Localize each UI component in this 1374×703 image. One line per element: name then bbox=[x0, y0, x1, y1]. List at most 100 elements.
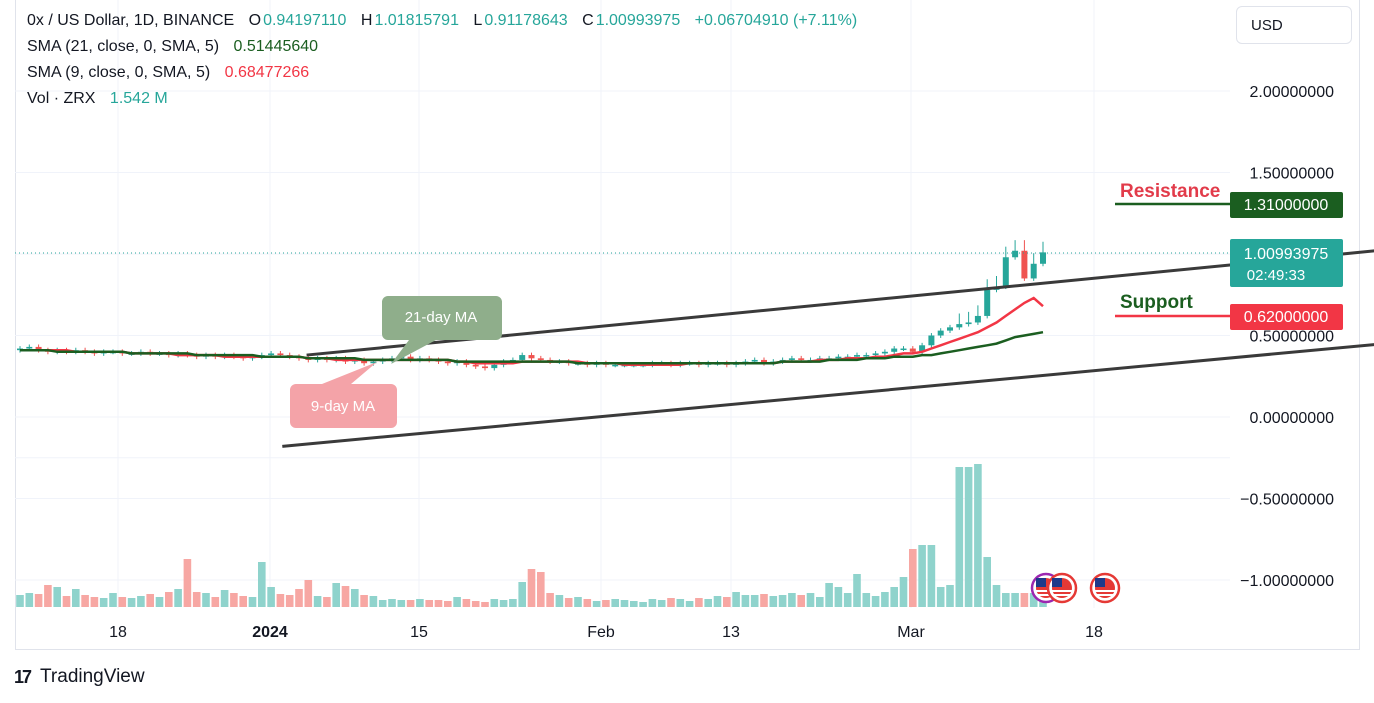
high-value: 1.01815791 bbox=[374, 12, 459, 29]
volume-bar bbox=[509, 599, 517, 607]
volume-bar bbox=[62, 596, 71, 607]
volume-bar bbox=[295, 589, 303, 607]
close-label: C bbox=[582, 12, 594, 29]
candle bbox=[751, 359, 758, 362]
sma21-legend-label: SMA (21, close, 0, SMA, 5) bbox=[27, 38, 220, 55]
volume-bar bbox=[499, 600, 508, 607]
volume-bar bbox=[192, 592, 201, 607]
candle bbox=[268, 353, 275, 356]
volume-bar bbox=[25, 593, 34, 607]
volume-bar bbox=[323, 597, 331, 607]
volume-bar bbox=[750, 595, 759, 607]
volume-bar bbox=[955, 467, 964, 607]
volume-bar bbox=[899, 577, 908, 607]
low-label: L bbox=[473, 12, 483, 29]
candle bbox=[919, 345, 926, 352]
volume-bar bbox=[602, 600, 610, 607]
volume-bar bbox=[285, 595, 294, 607]
x-tick-label: 18 bbox=[1085, 624, 1103, 641]
sma9-legend[interactable]: SMA (9, close, 0, SMA, 5) 0.68477266 bbox=[27, 64, 311, 82]
x-tick-label: 18 bbox=[109, 624, 127, 641]
volume-bar bbox=[313, 596, 322, 607]
volume-bar bbox=[53, 587, 61, 607]
symbol-title[interactable]: 0x / US Dollar, 1D, BINANCE bbox=[27, 12, 235, 29]
ma9-label: 9-day MA bbox=[311, 398, 375, 415]
change-value: +0.06704910 (+7.11%) bbox=[694, 12, 858, 29]
volume-bar bbox=[704, 599, 712, 607]
close-value: 1.00993975 bbox=[595, 12, 681, 29]
volume-bar bbox=[657, 600, 666, 607]
candle bbox=[537, 358, 544, 360]
candle bbox=[872, 353, 879, 356]
volume-bar bbox=[778, 595, 787, 607]
volume-bar bbox=[397, 600, 406, 607]
volume-bar bbox=[109, 593, 117, 607]
channel-lower-line bbox=[282, 343, 1374, 448]
candle bbox=[798, 358, 805, 360]
candle bbox=[26, 346, 33, 349]
event-flag-icons[interactable] bbox=[1030, 572, 1121, 604]
volume-bar bbox=[118, 597, 127, 607]
volume-bar bbox=[183, 559, 192, 607]
candle bbox=[1040, 252, 1046, 264]
y-tick-label: 1.50000000 bbox=[1249, 166, 1334, 183]
volume-bar bbox=[676, 599, 685, 607]
resistance-price-tag: 1.31000000 bbox=[1230, 192, 1343, 218]
volume-legend-value: 1.542 M bbox=[109, 90, 168, 107]
volume-bar bbox=[146, 594, 154, 607]
volume-bar bbox=[34, 594, 43, 607]
us-flag-icon[interactable] bbox=[1089, 572, 1121, 604]
sma21-legend[interactable]: SMA (21, close, 0, SMA, 5) 0.51445640 bbox=[27, 38, 320, 56]
support-price: 0.62000000 bbox=[1244, 309, 1329, 326]
volume-bar bbox=[788, 593, 796, 607]
volume-bar bbox=[174, 589, 182, 607]
volume-bar bbox=[471, 601, 480, 607]
volume-bar bbox=[99, 598, 108, 607]
candle bbox=[519, 355, 526, 360]
volume-bar bbox=[853, 574, 861, 607]
candles bbox=[17, 240, 1046, 371]
volume-bar bbox=[546, 593, 554, 607]
x-tick-label: 13 bbox=[722, 624, 740, 641]
volume-bar bbox=[564, 598, 573, 607]
volume-bar bbox=[341, 586, 350, 607]
volume-bar bbox=[1029, 593, 1038, 607]
chart-frame[interactable] bbox=[15, 0, 1360, 650]
volume-bar bbox=[639, 602, 647, 607]
candle bbox=[761, 359, 767, 364]
sma21-line bbox=[20, 330, 1044, 365]
candle bbox=[444, 361, 451, 364]
volume-bar bbox=[90, 597, 99, 607]
us-flag-icon[interactable] bbox=[1046, 572, 1078, 604]
candle bbox=[928, 335, 935, 346]
volume-bar bbox=[611, 599, 619, 607]
volume-bar bbox=[574, 597, 582, 607]
x-tick-label: 15 bbox=[410, 624, 428, 641]
candle bbox=[370, 361, 377, 364]
x-tick-label: 2024 bbox=[252, 624, 288, 641]
volume-bar bbox=[332, 583, 340, 607]
volume-bar bbox=[1011, 593, 1019, 607]
volume-legend[interactable]: Vol · ZRX 1.542 M bbox=[27, 90, 170, 108]
support-price-tag: 0.62000000 bbox=[1230, 304, 1343, 330]
candle bbox=[965, 322, 972, 325]
bar-countdown: 02:49:33 bbox=[1247, 267, 1305, 284]
volume-bar bbox=[434, 600, 443, 607]
tradingview-logo[interactable]: 17 TradingView bbox=[14, 666, 145, 688]
volume-bar bbox=[974, 464, 982, 607]
volume-bar bbox=[583, 599, 592, 607]
candle bbox=[863, 355, 870, 357]
volume-bar bbox=[909, 549, 917, 607]
currency-button[interactable]: USD bbox=[1236, 6, 1352, 44]
volume-bar bbox=[964, 467, 973, 607]
volume-bar bbox=[667, 598, 675, 607]
volume-bar bbox=[1020, 593, 1029, 607]
volume-bar bbox=[732, 592, 740, 607]
volume-bar bbox=[834, 587, 843, 607]
volume-bar bbox=[871, 596, 880, 607]
candle bbox=[482, 366, 488, 369]
y-axis: 2.00000000 1.50000000 0.50000000 0.00000000… bbox=[1240, 84, 1334, 590]
candle bbox=[35, 346, 42, 351]
volume-bar bbox=[44, 585, 52, 607]
